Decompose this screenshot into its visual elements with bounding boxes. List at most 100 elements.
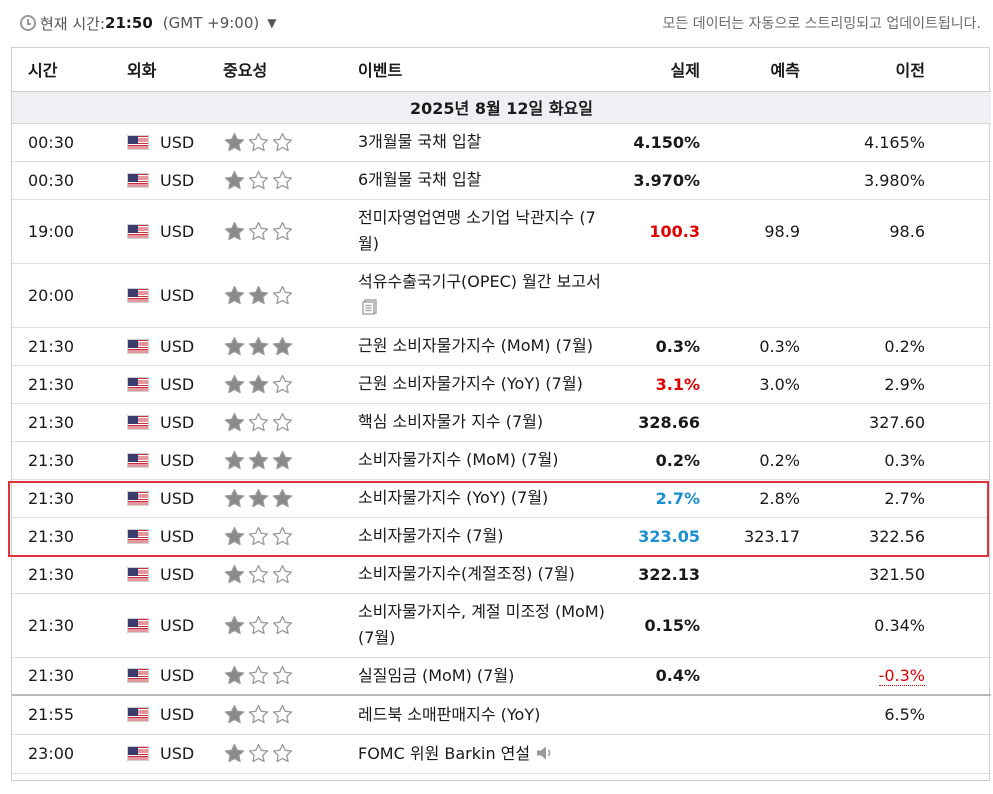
row-spacer-cell — [925, 263, 991, 328]
event-name-link[interactable]: 소비자물가지수 (YoY) (7월) — [358, 488, 549, 507]
clock-timezone-selector[interactable]: 현재 시간: 21:50 (GMT +9:00) ▼ — [20, 13, 276, 34]
event-name-link[interactable]: 실질임금 (MoM) (7월) — [358, 665, 515, 685]
event-cell[interactable]: 소비자물가지수(계절조정) (7월) — [343, 555, 615, 594]
event-name-link[interactable]: 근원 소비자물가지수 (MoM) (7월) — [358, 336, 594, 355]
previous-value: 4.165% — [863, 132, 925, 152]
event-name-link[interactable]: 근원 소비자물가지수 (YoY) (7월) — [358, 374, 583, 393]
star-filled-icon — [224, 526, 245, 545]
table-row[interactable]: 21:55 USD 레드북 소매판매지수 (YoY) 6.5% — [12, 695, 991, 735]
previous-value: 327.60 — [869, 412, 925, 432]
event-name-link[interactable]: 소비자물가지수 (MoM) (7월) — [358, 450, 559, 469]
currency-cell: USD — [111, 199, 210, 264]
event-name-link[interactable]: 소비자물가지수(계절조정) (7월) — [358, 564, 575, 583]
previous-cell: 0.3% — [800, 441, 925, 480]
star-filled-icon — [224, 374, 245, 393]
event-cell[interactable]: 근원 소비자물가지수 (YoY) (7월) — [343, 365, 615, 404]
event-cell[interactable]: 실질임금 (MoM) (7월) — [343, 657, 615, 696]
actual-cell — [615, 734, 700, 774]
actual-cell: 100.3 — [615, 199, 700, 264]
event-name-link[interactable]: FOMC 위원 Barkin 연설 — [358, 743, 531, 763]
table-row[interactable]: 20:00 USD 석유수출국기구(OPEC) 월간 보고서 — [12, 263, 991, 328]
event-cell[interactable]: 핵심 소비자물가 지수 (7월) — [343, 403, 615, 442]
previous-value: 0.2% — [884, 336, 925, 356]
previous-cell — [800, 263, 925, 328]
importance-stars — [224, 564, 293, 584]
importance-cell — [210, 263, 343, 328]
row-spacer-cell — [925, 403, 991, 442]
event-name-link[interactable]: 소비자물가지수, 계절 미조정 (MoM) (7월) — [358, 602, 605, 647]
star-empty-icon — [248, 412, 269, 431]
table-row[interactable]: 21:30 USD 근원 소비자물가지수 (MoM) (7월) 0.3% 0.3% 0.2… — [12, 327, 991, 366]
us-flag-icon — [127, 414, 149, 430]
currency-cell: USD — [111, 695, 210, 735]
actual-value: 3.1% — [655, 374, 700, 394]
star-empty-icon — [272, 705, 293, 724]
col-header-previous: 이전 — [800, 48, 925, 92]
currency-code: USD — [160, 374, 195, 394]
us-flag-icon — [127, 223, 149, 239]
event-cell[interactable]: 소비자물가지수, 계절 미조정 (MoM) (7월) — [343, 593, 615, 658]
table-row[interactable]: 21:30 USD 소비자물가지수, 계절 미조정 (MoM) (7월) 0.15% 0… — [12, 593, 991, 658]
forecast-cell: 0.3% — [700, 327, 800, 366]
star-empty-icon — [272, 526, 293, 545]
currency-cell: USD — [111, 517, 210, 556]
star-empty-icon — [248, 666, 269, 685]
event-cell[interactable]: 3개월물 국채 입찰 — [343, 123, 615, 162]
event-name-link[interactable]: 소비자물가지수 (7월) — [358, 526, 504, 545]
actual-cell: 0.3% — [615, 327, 700, 366]
forecast-cell — [700, 161, 800, 200]
table-row[interactable]: 23:00 USD FOMC 위원 Barkin 연설 — [12, 734, 991, 774]
importance-cell — [210, 403, 343, 442]
previous-value: 0.3% — [884, 450, 925, 470]
event-cell[interactable]: FOMC 위원 Barkin 연설 — [343, 734, 615, 774]
event-cell[interactable]: 소비자물가지수 (MoM) (7월) — [343, 441, 615, 480]
us-flag-icon — [127, 707, 149, 723]
table-row[interactable]: 21:30 USD 소비자물가지수 (7월) 323.05 323.17 322.56 — [12, 517, 991, 556]
actual-value: 0.3% — [655, 336, 700, 356]
forecast-cell: 98.9 — [700, 199, 800, 264]
event-name-link[interactable]: 전미자영업연맹 소기업 낙관지수 (7월) — [358, 208, 596, 253]
col-header-time: 시간 — [12, 48, 111, 92]
us-flag-icon — [127, 566, 149, 582]
event-name-link[interactable]: 석유수출국기구(OPEC) 월간 보고서 — [358, 272, 601, 291]
currency-cell: USD — [111, 555, 210, 594]
chevron-down-icon[interactable]: ▼ — [267, 16, 277, 30]
us-flag-icon — [127, 668, 149, 684]
event-name-link[interactable]: 핵심 소비자물가 지수 (7월) — [358, 412, 544, 431]
table-row[interactable]: 21:30 USD 소비자물가지수 (MoM) (7월) 0.2% 0.2% 0.3% — [12, 441, 991, 480]
table-row[interactable]: 19:00 USD 전미자영업연맹 소기업 낙관지수 (7월) 100.3 98.9 98… — [12, 199, 991, 264]
event-cell[interactable]: 소비자물가지수 (7월) — [343, 517, 615, 556]
time-cell: 19:00 — [12, 199, 111, 264]
table-row[interactable]: 21:30 USD 소비자물가지수(계절조정) (7월) 322.13 321.50 — [12, 555, 991, 594]
time-cell: 21:30 — [12, 555, 111, 594]
event-cell[interactable]: 소비자물가지수 (YoY) (7월) — [343, 479, 615, 518]
event-cell[interactable]: 6개월물 국채 입찰 — [343, 161, 615, 200]
previous-value: 2.7% — [884, 488, 925, 508]
event-name-link[interactable]: 6개월물 국채 입찰 — [358, 170, 482, 189]
table-row[interactable]: 00:30 USD 6개월물 국채 입찰 3.970% 3.980% — [12, 161, 991, 200]
star-empty-icon — [272, 285, 293, 304]
event-name-link[interactable]: 레드북 소매판매지수 (YoY) — [358, 704, 541, 724]
event-cell[interactable]: 근원 소비자물가지수 (MoM) (7월) — [343, 327, 615, 366]
time-cell: 21:30 — [12, 593, 111, 658]
importance-cell — [210, 593, 343, 658]
table-row[interactable]: 00:30 USD 3개월물 국채 입찰 4.150% 4.165% — [12, 123, 991, 162]
document-icon[interactable] — [362, 299, 377, 315]
speaker-icon[interactable] — [536, 745, 554, 761]
forecast-cell — [700, 695, 800, 735]
time-cell: 21:30 — [12, 441, 111, 480]
table-row[interactable]: 21:30 USD 핵심 소비자물가 지수 (7월) 328.66 327.60 — [12, 403, 991, 442]
table-row[interactable]: 21:30 USD 소비자물가지수 (YoY) (7월) 2.7% 2.8% 2.7% — [12, 479, 991, 518]
currency-cell: USD — [111, 403, 210, 442]
star-empty-icon — [272, 132, 293, 151]
table-row[interactable]: 21:30 USD 실질임금 (MoM) (7월) 0.4% -0.3% — [12, 657, 991, 696]
event-cell[interactable]: 전미자영업연맹 소기업 낙관지수 (7월) — [343, 199, 615, 264]
currency-code: USD — [160, 285, 195, 305]
table-row[interactable]: 21:30 USD 근원 소비자물가지수 (YoY) (7월) 3.1% 3.0% 2.9… — [12, 365, 991, 404]
star-filled-icon — [224, 564, 245, 583]
forecast-cell — [700, 123, 800, 162]
event-name-link[interactable]: 3개월물 국채 입찰 — [358, 132, 482, 151]
importance-stars — [224, 704, 293, 724]
event-cell[interactable]: 석유수출국기구(OPEC) 월간 보고서 — [343, 263, 615, 328]
event-cell[interactable]: 레드북 소매판매지수 (YoY) — [343, 695, 615, 735]
